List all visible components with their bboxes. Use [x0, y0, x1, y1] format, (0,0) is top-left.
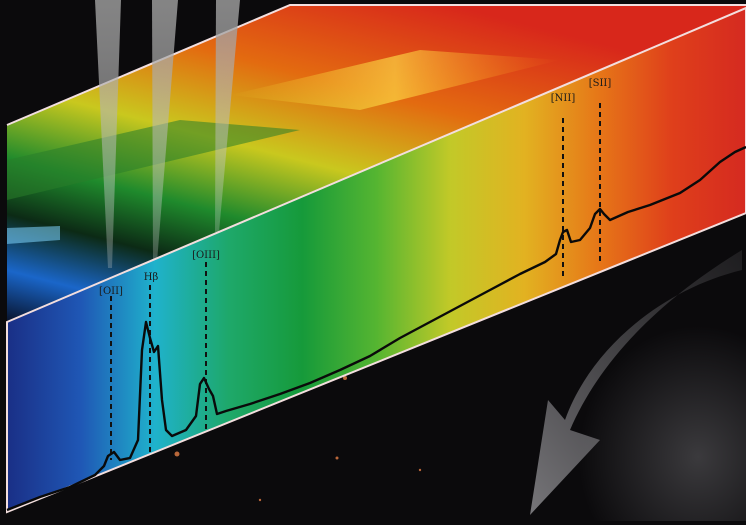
spectrum-face	[6, 6, 746, 514]
light-beams	[95, 0, 240, 268]
emission-line-markers	[110, 103, 601, 460]
label-oiii: [OIII]	[192, 250, 220, 261]
emission-line-labels: [OII] Hβ [OIII] [NII] [SII]	[99, 78, 611, 297]
label-hbeta: Hβ	[144, 272, 159, 283]
label-oii: [OII]	[99, 286, 123, 297]
stars	[174, 376, 422, 502]
spectrum-trace	[6, 145, 746, 512]
label-nii: [NII]	[551, 93, 576, 104]
curved-arrow-icon	[530, 250, 742, 515]
label-sii: [SII]	[589, 78, 612, 89]
